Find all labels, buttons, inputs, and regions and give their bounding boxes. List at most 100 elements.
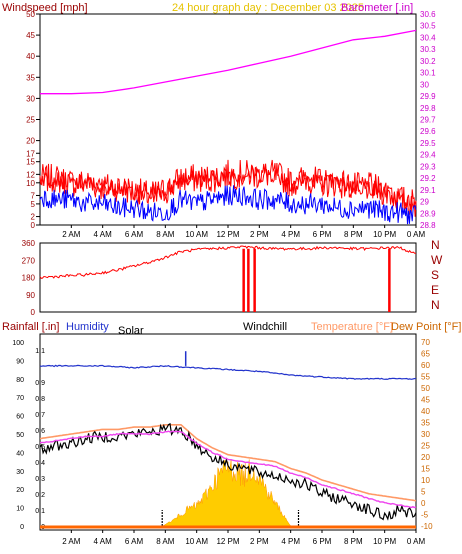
wind-x-tick-label: 0 AM [407,230,426,239]
direction-y-ticks: 0 90 180 270 360 [22,239,36,317]
temperature-axis-title: Temperature [°F] [311,321,393,333]
wind-x-tick-label: 2 AM [62,230,81,239]
compass-label: N [431,238,440,252]
temperature-line [39,424,417,502]
windspeed-tick-label: 5 [31,200,36,209]
temperature-tick-label: 30 [421,430,430,439]
windchill-label: Windchill [243,321,287,333]
windspeed-tick-label: 25 [26,116,35,125]
temperature-x-tick-label: 2 PM [250,537,269,546]
wind-low-line [39,185,417,225]
windspeed-tick-label: 35 [26,73,35,82]
wind-x-tick-label: 4 AM [94,230,113,239]
windspeed-tick-label: 0 [31,221,36,230]
temperature-x-tick-label: 8 AM [156,537,175,546]
temperature-tick-label: -5 [421,511,429,520]
humidity-y-ticks: 0 10 20 30 40 50 60 70 80 90 100 [12,340,24,531]
barometer-tick-label: 29.8 [420,104,436,113]
dewpoint-axis-title: Dew Point [°F] [391,321,461,333]
humidity-axis-title: Humidity [66,321,109,333]
barometer-tick-label: 29.4 [420,151,436,160]
wind-x-tick-label: 8 PM [344,230,363,239]
temperature-tick-label: 60 [421,361,430,370]
humidity-tick-label: 90 [16,358,24,365]
chart-title: 24 hour graph day : December 03 2025 [172,2,364,14]
temperature-tick-label: 35 [421,419,430,428]
humidity-tick-label: 50 [16,432,24,439]
barometer-tick-label: 28.9 [420,209,436,218]
barometer-tick-label: 29.5 [420,139,436,148]
barometer-tick-label: 29.2 [420,174,436,183]
temperature-x-tick-label: 4 PM [281,537,300,546]
humidity-tick-label: 20 [16,487,24,494]
humidity-tick-label: 80 [16,377,24,384]
barometer-tick-label: 29 [420,198,429,207]
wind-x-tick-label: 2 PM [250,230,269,239]
temperature-tick-label: 0 [421,499,426,508]
windspeed-tick-label: 30 [26,94,35,103]
humidity-tick-label: 10 [16,506,24,513]
temperature-x-ticks: 2 AM 4 AM 6 AM 8 AM 10 AM 12 PM 2 PM 4 PM 6 PM 8 … [62,530,425,546]
windspeed-tick-label: 17 [26,149,35,158]
rainfall-tick-label: 1.1 [35,348,45,355]
barometer-tick-label: 29.1 [420,186,436,195]
windspeed-tick-label: 7 [31,191,36,200]
windspeed-line-band [39,164,417,210]
rainfall-tick-label: 0.7 [35,412,45,419]
windspeed-tick-label: 10 [26,179,35,188]
barometer-tick-label: 29.9 [420,92,436,101]
direction-tick-label: 90 [26,291,35,300]
barometer-tick-label: 30.5 [420,22,436,31]
temperature-panel: Rainfall [.in] Humidity Solar Windchill … [2,321,461,546]
temperature-tick-label: 40 [421,407,430,416]
windspeed-tick-label: 12 [26,170,35,179]
windspeed-tick-label: 50 [26,10,35,19]
windspeed-tick-label: 15 [26,158,35,167]
temperature-tick-label: 50 [421,384,430,393]
temperature-x-tick-label: 2 AM [62,537,81,546]
temperature-x-tick-label: 4 AM [94,537,113,546]
humidity-tick-label: 60 [16,414,24,421]
rainfall-tick-label: 0.6 [35,428,45,435]
direction-line [39,245,416,279]
temperature-x-tick-label: 0 AM [407,537,426,546]
temperature-x-tick-label: 6 AM [125,537,144,546]
rainfall-tick-label: 0.1 [35,508,45,515]
windspeed-axis-title: Windspeed [mph] [2,2,88,14]
solar-area [162,459,292,527]
temperature-tick-label: 45 [421,396,430,405]
temperature-x-tick-label: 8 PM [344,537,363,546]
direction-tick-label: 360 [22,239,36,248]
rainfall-tick-label: 0.9 [35,380,45,387]
barometer-tick-label: 30 [420,80,429,89]
temperature-x-tick-label: 10 AM [185,537,208,546]
dewpoint-line [39,430,417,509]
windspeed-tick-label: 40 [26,52,35,61]
direction-plot-frame [39,242,417,313]
barometer-axis-title: Barometer [.in] [341,2,413,14]
temperature-tick-label: 15 [421,465,430,474]
wind-x-tick-label: 6 AM [125,230,144,239]
windchill-line [39,422,417,521]
barometer-tick-label: 29.6 [420,127,436,136]
temperature-x-tick-label: 6 PM [313,537,332,546]
humidity-line [39,364,417,380]
wind-x-ticks: 2 AM 4 AM 6 AM 8 AM 10 AM 12 PM 2 PM 4 PM 6 PM 8 … [62,225,425,239]
humidity-tick-label: 100 [12,340,24,347]
rainfall-tick-label: 0.5 [35,444,45,451]
barometer-line [40,29,417,95]
barometer-tick-label: 30.3 [420,45,436,54]
wind-x-tick-label: 6 PM [313,230,332,239]
direction-tick-label: 270 [22,256,36,265]
rainfall-tick-label: 0.2 [35,492,45,499]
barometer-y-ticks: 28.8 28.9 29 29.1 29.2 29.3 29.4 29.5 29.6 29.7 29… [420,10,436,230]
wind-series [39,29,417,225]
temperature-tick-label: 65 [421,350,430,359]
windspeed-tick-label: 20 [26,137,35,146]
wind-x-tick-label: 10 PM [373,230,396,239]
